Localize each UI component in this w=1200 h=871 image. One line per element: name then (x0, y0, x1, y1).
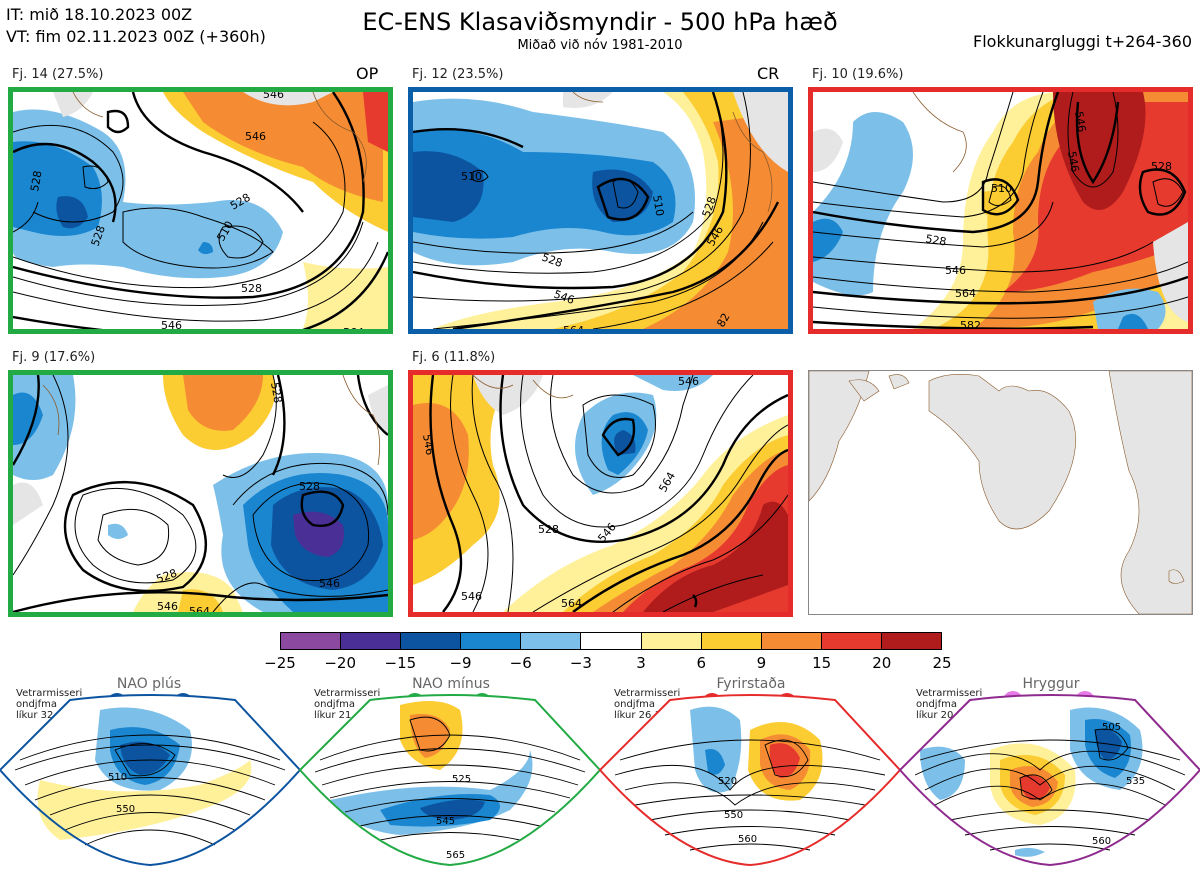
colorbar-swatch (521, 633, 582, 649)
contour-label: 546 (678, 375, 699, 388)
contour-label: 582 (960, 319, 981, 329)
contour-label: 528 (28, 170, 44, 193)
colorbar-swatch (581, 633, 642, 649)
colorbar-tick-label: 25 (932, 654, 952, 672)
contour-label: 546 (263, 92, 284, 101)
colorbar-tick-label: 3 (636, 654, 646, 672)
contour-label: 528 (538, 523, 559, 536)
svg-text:510: 510 (108, 772, 127, 783)
regime-note-ridge: Vetrarmisseri ondjfma líkur 20,2% (916, 688, 983, 721)
svg-text:505: 505 (1102, 722, 1121, 733)
colorbar-tick-label: −6 (509, 654, 532, 672)
contour-label: 546 (157, 600, 178, 612)
colorbar-swatch (761, 633, 822, 649)
contour-label: 564 (343, 326, 364, 329)
regime-map-nao-minus: 525 545 565 (298, 694, 602, 867)
colorbar-tick-label: −9 (449, 654, 472, 672)
regime-title-nao-minus: NAO mínus (412, 676, 490, 692)
svg-text:550: 550 (116, 804, 135, 815)
page-title: EC-ENS Klasaviðsmyndir - 500 hPa hæð (362, 8, 838, 36)
base-map (808, 370, 1193, 615)
classification-window: Flokkunargluggi t+264-360 (973, 32, 1192, 51)
contour-label: 528 (924, 232, 947, 248)
contour-label: 546 (245, 130, 266, 143)
contour-label: 546 (461, 590, 482, 603)
svg-text:565: 565 (446, 850, 465, 861)
contour-label: 82 (714, 311, 732, 329)
colorbar-swatch (341, 633, 402, 649)
initial-time: IT: mið 18.10.2023 00Z (6, 5, 193, 24)
cluster-label-4: Fj. 9 (17.6%) (12, 350, 96, 365)
contour-label: 546 (945, 264, 966, 277)
cluster-code-op: OP (356, 64, 379, 83)
colorbar-tick-label: −20 (324, 654, 356, 672)
colorbar-swatch (281, 633, 342, 649)
contour-label: 564 (561, 597, 582, 610)
contour-label: 564 (189, 605, 210, 612)
colorbar-swatch (461, 633, 522, 649)
contour-label: 546 (161, 319, 182, 329)
regime-note-blocking: Vetrarmisseri ondjfma líkur 26,1% (614, 688, 681, 721)
colorbar-labels: −25 −20 −15 −9 −6 −3 3 6 9 15 20 25 (264, 654, 951, 674)
colorbar-swatch (401, 633, 462, 649)
colorbar-tick-label: 6 (696, 654, 707, 672)
contour-label: 510 (991, 182, 1012, 195)
colorbar-swatch (641, 633, 702, 649)
svg-text:525: 525 (452, 774, 471, 785)
cluster-label-5: Fj. 6 (11.8%) (412, 350, 496, 365)
colorbar-swatch (821, 633, 882, 649)
cluster-map-2: 510 510 528 528 546 546 564 564 82 (408, 87, 793, 334)
colorbar-tick-label: −15 (384, 654, 417, 672)
cluster-label-1: Fj. 14 (27.5%) (12, 67, 104, 82)
regime-title-ridge: Hryggur (1022, 676, 1080, 692)
colorbar-tick-label: −3 (569, 654, 592, 672)
regime-map-blocking: 520 550 560 (598, 694, 902, 867)
svg-text:545: 545 (436, 816, 455, 827)
contour-label: 546 (1072, 110, 1088, 133)
cluster-map-5: 546 546 528 546 564 546 564 (408, 370, 793, 617)
svg-text:535: 535 (1126, 776, 1145, 787)
svg-text:560: 560 (738, 834, 757, 845)
contour-label: 510 (461, 170, 482, 183)
regime-map-nao-plus: 510 550 (0, 694, 302, 867)
contour-label: 528 (268, 381, 284, 404)
colorbar-swatch (881, 633, 942, 649)
cluster-map-4: 528 528 528 546 546 564 (8, 370, 393, 617)
contour-label: 528 (241, 282, 262, 295)
contour-label: 510 (650, 194, 666, 217)
contour-label: 546 (319, 577, 340, 590)
contour-label: 564 (955, 287, 976, 300)
colorbar-tick-label: 9 (756, 654, 767, 672)
regime-map-ridge: 505 535 560 (898, 694, 1200, 867)
regime-title-nao-plus: NAO plús (116, 676, 182, 692)
regime-title-blocking: Fyrirstaða (716, 676, 786, 692)
cluster-label-3: Fj. 10 (19.6%) (812, 67, 904, 82)
colorbar-tick-label: 15 (812, 654, 832, 672)
svg-text:560: 560 (1092, 836, 1111, 847)
colorbar-tick-label: 20 (872, 654, 892, 672)
svg-text:550: 550 (724, 810, 743, 821)
svg-text:520: 520 (718, 776, 737, 787)
contour-label: 546 (1065, 150, 1081, 173)
run-info: IT: mið 18.10.2023 00Z VT: fim 02.11.202… (6, 4, 266, 48)
valid-time: VT: fim 02.11.2023 00Z (+360h) (6, 27, 266, 46)
colorbar (280, 632, 942, 650)
cluster-map-1: 546 528 528 528 510 528 546 546 564 (8, 87, 393, 334)
contour-label: 546 (420, 433, 436, 456)
contour-label: 528 (1151, 160, 1172, 173)
regime-maps: 510 550 525 545 565 (0, 694, 1200, 867)
colorbar-swatch (701, 633, 762, 649)
cluster-code-cr: CR (757, 64, 780, 83)
regime-note-nao-plus: Vetrarmisseri ondjfma líkur 32,3% (16, 688, 83, 721)
cluster-map-3: 528 546 546 510 528 546 564 582 (808, 87, 1193, 334)
regime-note-nao-minus: Vetrarmisseri ondjfma líkur 21,4% (314, 688, 381, 721)
cluster-label-2: Fj. 12 (23.5%) (412, 67, 504, 82)
page-subtitle: Miðað við nóv 1981-2010 (517, 38, 683, 53)
contour-label: 564 (563, 324, 584, 329)
colorbar-tick-label: −25 (264, 654, 296, 672)
contour-label: 528 (299, 480, 320, 493)
